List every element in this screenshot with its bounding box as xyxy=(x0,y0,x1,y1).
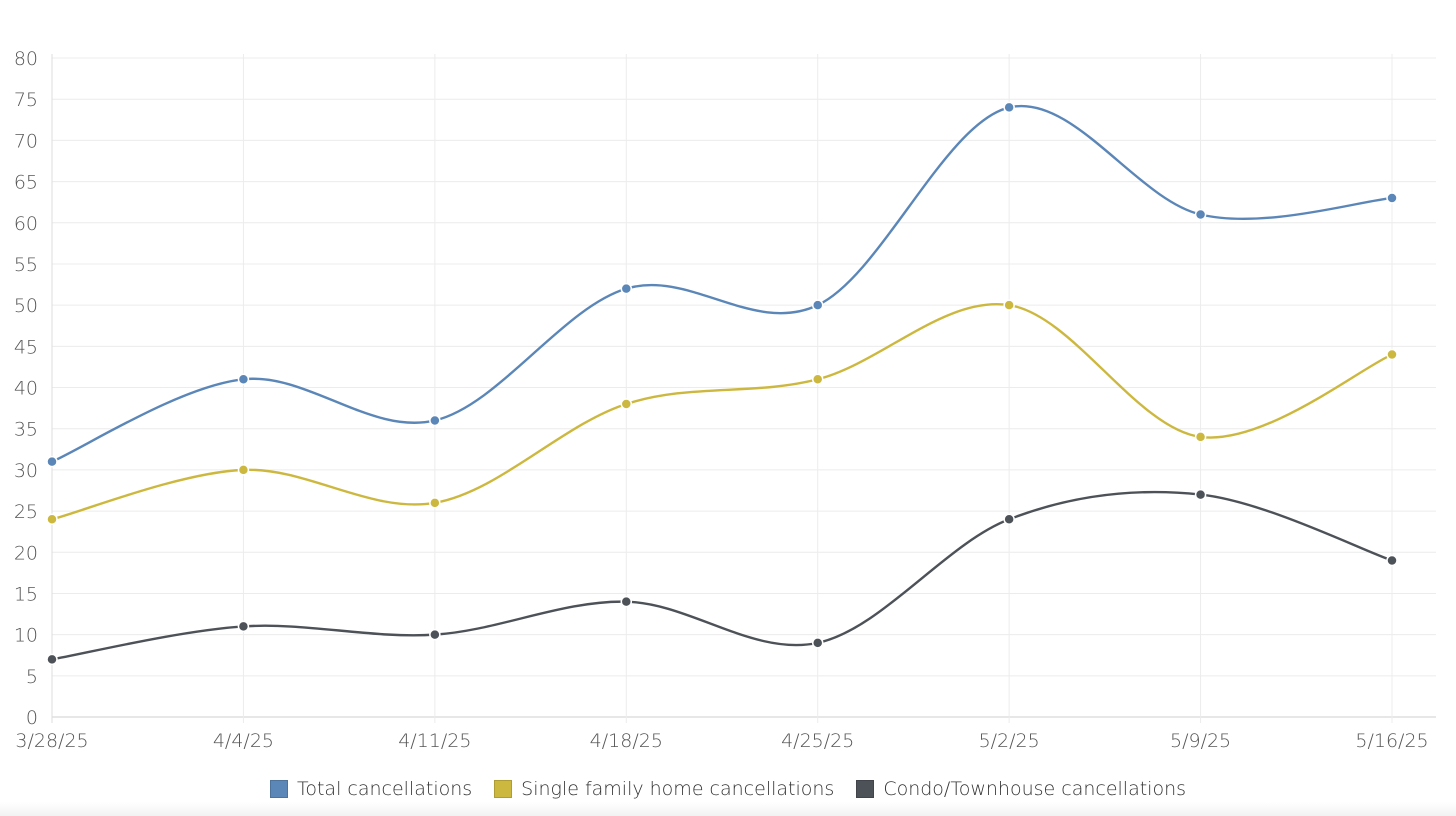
data-point-1 xyxy=(429,497,441,509)
data-point-2 xyxy=(1003,513,1015,526)
legend-swatch-condo xyxy=(856,780,875,798)
y-tick-label: 35 xyxy=(14,419,38,441)
data-point-1 xyxy=(1003,299,1015,311)
legend-swatch-single-family xyxy=(494,780,513,798)
data-point-2 xyxy=(46,653,58,666)
data-point-0 xyxy=(46,455,58,468)
data-point-2 xyxy=(429,628,441,641)
x-tick-label: 4/11/25 xyxy=(398,730,471,752)
legend-label-total: Total cancellations xyxy=(296,778,473,800)
x-tick-label: 3/28/25 xyxy=(15,730,88,752)
data-point-0 xyxy=(1003,101,1015,114)
chart-legend: Total cancellations Single family home c… xyxy=(0,778,1456,800)
y-tick-label: 75 xyxy=(14,89,38,111)
data-point-0 xyxy=(237,373,250,386)
y-tick-label: 70 xyxy=(14,130,38,152)
legend-label-single-family: Single family home cancellations xyxy=(521,778,835,800)
data-point-0 xyxy=(1386,192,1398,204)
y-tick-label: 45 xyxy=(14,336,38,358)
y-tick-label: 20 xyxy=(14,542,38,564)
y-tick-label: 65 xyxy=(14,172,38,194)
data-point-1 xyxy=(811,373,824,386)
x-tick-label: 4/25/25 xyxy=(781,730,854,752)
data-point-1 xyxy=(46,513,58,526)
y-tick-label: 55 xyxy=(14,254,38,276)
legend-swatch-total xyxy=(269,780,288,798)
series-line-0 xyxy=(51,104,1393,463)
y-tick-label: 25 xyxy=(14,501,38,523)
x-tick-label: 5/2/25 xyxy=(979,730,1040,752)
y-tick-label: 15 xyxy=(14,583,38,605)
y-tick-label: 80 xyxy=(14,48,38,70)
x-tick-label: 4/18/25 xyxy=(590,730,663,752)
data-point-0 xyxy=(620,282,633,295)
series-line-2 xyxy=(51,490,1393,661)
data-point-0 xyxy=(811,299,824,311)
data-point-2 xyxy=(237,620,250,633)
x-tick-label: 4/4/25 xyxy=(213,730,274,752)
data-point-2 xyxy=(1194,488,1207,501)
data-point-1 xyxy=(1386,348,1398,361)
y-tick-label: 60 xyxy=(14,213,38,235)
data-point-1 xyxy=(1194,431,1207,443)
legend-item-single-family[interactable]: Single family home cancellations xyxy=(494,778,834,800)
data-point-0 xyxy=(429,414,441,427)
y-tick-label: 40 xyxy=(14,378,38,400)
chart-canvas: 0 5 10 15 20 25 30 35 40 45 50 55 60 65 70 75 80 3/28/25 4… xyxy=(14,48,1436,752)
bottom-divider xyxy=(0,802,1456,816)
data-point-0 xyxy=(1194,208,1207,221)
legend-label-condo: Condo/Townhouse cancellations xyxy=(883,778,1187,800)
y-tick-label: 5 xyxy=(26,666,38,688)
data-point-2 xyxy=(1386,554,1398,567)
y-tick-label: 0 xyxy=(26,707,38,729)
data-point-1 xyxy=(620,398,633,410)
y-tick-label: 30 xyxy=(14,460,38,482)
x-tick-label: 5/16/25 xyxy=(1355,730,1428,752)
y-tick-label: 10 xyxy=(14,625,38,647)
data-point-2 xyxy=(811,637,824,649)
legend-item-total[interactable]: Total cancellations xyxy=(269,778,473,800)
data-point-1 xyxy=(237,464,250,476)
y-tick-label: 50 xyxy=(14,295,38,317)
data-point-2 xyxy=(620,595,633,608)
series-line-1 xyxy=(51,302,1393,521)
x-tick-label: 5/9/25 xyxy=(1170,730,1231,752)
legend-item-condo[interactable]: Condo/Townhouse cancellations xyxy=(856,778,1186,800)
